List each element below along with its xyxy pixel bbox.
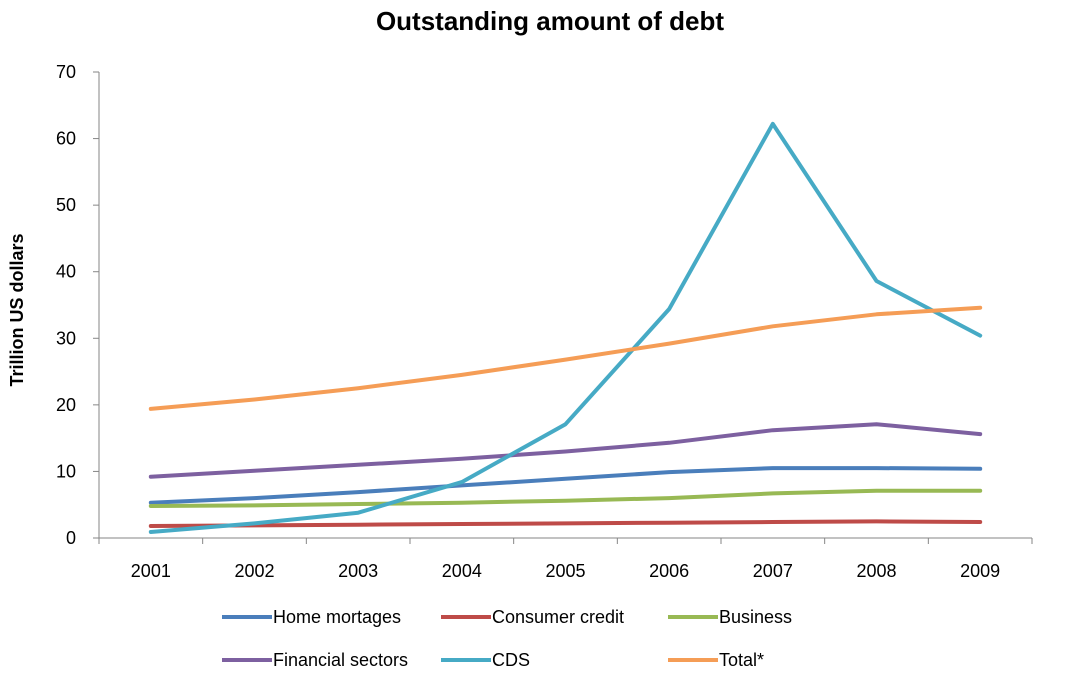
x-tick-label: 2001 [131,561,171,581]
legend-item-home-mortages: Home mortages [222,607,401,627]
legend: Home mortages Consumer credit Business Fina… [222,607,792,670]
x-tick-label: 2003 [338,561,378,581]
y-tick-label: 50 [56,195,76,215]
series-lines [148,121,983,534]
y-axis-label: Trillion US dollars [7,233,27,386]
series-line-consumer-credit [148,519,983,528]
legend-item-total: Total* [668,650,764,670]
axes [98,72,1032,539]
legend-label: Financial sectors [273,650,408,670]
y-tick-label: 10 [56,461,76,481]
y-tick-label: 70 [56,62,76,82]
x-tick-label: 2002 [234,561,274,581]
series-line-business [148,488,983,508]
legend-label: Business [719,607,792,627]
x-tick-label: 2007 [753,561,793,581]
x-tick-label: 2005 [545,561,585,581]
x-tick-label: 2006 [649,561,689,581]
x-axis-ticks: 2001 2002 2003 2004 2005 2006 2007 2008 2009 [98,538,1033,581]
legend-item-financial-sectors: Financial sectors [222,650,408,670]
series-line-home-mortages [148,466,983,505]
x-tick-label: 2009 [960,561,1000,581]
chart-title: Outstanding amount of debt [376,6,724,36]
y-tick-label: 20 [56,395,76,415]
legend-label: Home mortages [273,607,401,627]
y-axis-ticks: 0 10 20 30 40 50 60 70 [56,62,99,548]
legend-item-cds: CDS [441,650,530,670]
y-tick-label: 0 [66,528,76,548]
legend-label: CDS [492,650,530,670]
series-line-total [148,305,983,411]
legend-label: Total* [719,650,764,670]
y-tick-label: 40 [56,262,76,282]
legend-label: Consumer credit [492,607,624,627]
series-line-financial-sectors [148,422,983,479]
y-tick-label: 60 [56,129,76,149]
series-line-cds [148,121,983,534]
legend-item-consumer-credit: Consumer credit [441,607,624,627]
y-tick-label: 30 [56,328,76,348]
legend-item-business: Business [668,607,792,627]
x-tick-label: 2004 [442,561,482,581]
x-tick-label: 2008 [856,561,896,581]
